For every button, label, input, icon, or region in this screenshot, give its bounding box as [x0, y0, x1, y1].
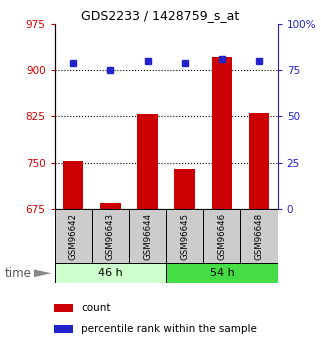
Text: GSM96646: GSM96646 [217, 213, 226, 260]
Bar [100, 203, 121, 209]
Text: GSM96643: GSM96643 [106, 213, 115, 260]
Bar [249, 113, 269, 209]
Bar [129, 209, 166, 264]
Bar [166, 209, 203, 264]
Polygon shape [34, 269, 51, 277]
Bar [54, 325, 73, 333]
Bar [203, 209, 240, 264]
Text: 46 h: 46 h [98, 268, 123, 278]
Bar [137, 114, 158, 209]
Text: GDS2233 / 1428759_s_at: GDS2233 / 1428759_s_at [82, 9, 239, 22]
Bar [240, 209, 278, 264]
Bar [55, 263, 166, 283]
Text: GSM96645: GSM96645 [180, 213, 189, 260]
Bar [166, 263, 278, 283]
Bar [63, 161, 83, 209]
Bar [92, 209, 129, 264]
Text: count: count [81, 303, 110, 313]
Bar [54, 304, 73, 312]
Text: time: time [5, 267, 32, 280]
Text: percentile rank within the sample: percentile rank within the sample [81, 324, 257, 334]
Bar [55, 209, 92, 264]
Bar [175, 169, 195, 209]
Text: GSM96644: GSM96644 [143, 213, 152, 260]
Text: GSM96642: GSM96642 [69, 213, 78, 260]
Bar [212, 57, 232, 209]
Text: GSM96648: GSM96648 [255, 213, 264, 260]
Text: 54 h: 54 h [210, 268, 234, 278]
